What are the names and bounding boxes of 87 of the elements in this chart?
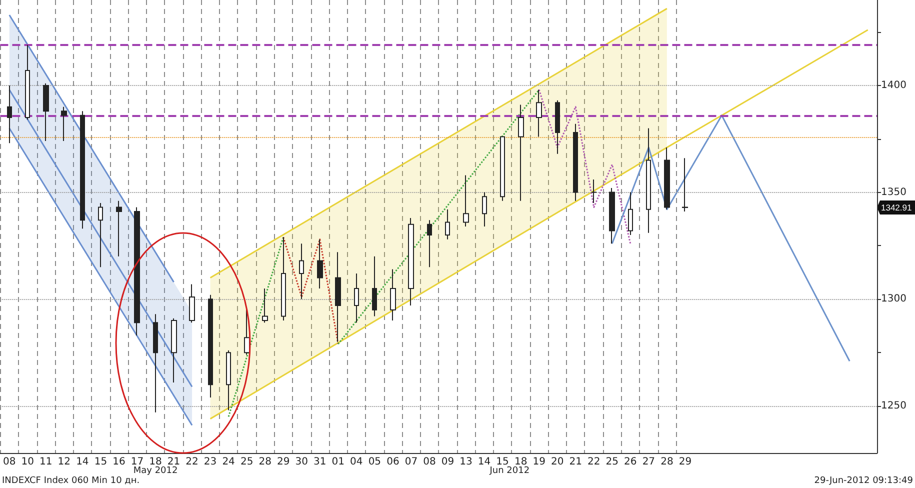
line-series [538,88,632,244]
text: May 2012 [133,466,178,476]
x-tick-label: 30 [295,456,308,468]
x-tick-label: 08 [423,456,436,468]
candlestick [354,273,359,324]
x-tick-label: 11 [40,456,52,468]
candlestick [408,217,414,306]
line-series [611,114,850,362]
x-tick-label: 14 [76,456,89,468]
candlestick [7,84,12,144]
candlestick [445,208,450,240]
x-tick-label: 28 [258,456,272,468]
x-tick-label: 16 [112,456,126,468]
x-tick-label: 13 [460,456,472,468]
y-tick-label: 1300 [881,294,906,305]
x-tick-label: 18 [149,456,162,468]
x-tick-label: 05 [368,456,382,468]
candlestick [262,288,268,324]
candlestick [317,238,323,289]
candlestick [116,200,122,257]
x-tick-label: 21 [569,456,582,468]
candlestick [518,104,524,202]
candlestick [208,294,213,398]
x-tick-label: 12 [58,456,71,468]
candlestick [189,284,195,324]
candlestick [335,252,341,342]
x-tick-label: 20 [550,456,564,468]
x-tick-label: 25 [606,456,619,468]
y-tick-label: 1350 [881,186,906,198]
candlestick [682,158,688,212]
x-tick-label: 29 [276,456,290,468]
candlestick [646,128,651,234]
x-tick-label: 09 [441,456,454,468]
x-tick-label: 31 [314,456,326,468]
x-tick-label: 10 [21,456,34,468]
x-tick-label: 06 [386,456,400,468]
text: INDEXCF Index 060 Min 10 дн. [2,476,140,486]
x-tick-label: 26 [624,456,637,468]
candlestick [628,192,633,236]
x-tick-label: 25 [240,456,254,468]
x-tick-label: 27 [642,456,656,468]
candlestick [134,206,140,336]
x-tick-label: 04 [350,456,363,468]
x-tick-label: 28 [660,456,674,468]
candlestick [427,220,432,268]
x-tick-label: 24 [222,456,235,468]
candlestick [390,268,396,322]
x-tick-label: 15 [496,456,509,468]
x-tick-label: 22 [186,456,198,468]
x-tick-label: 21 [167,456,180,468]
candlestick [536,89,542,138]
candlestick [153,314,158,413]
x-tick-label: 15 [94,456,108,468]
candlestick [299,243,304,300]
candlestick [591,178,597,204]
candlestick [80,110,85,230]
x-tick-label: 01 [332,456,345,468]
candlestick [372,256,377,317]
y-tick-label: 1250 [881,400,906,412]
x-tick-label: 08 [2,456,16,468]
candlestick [500,136,505,202]
candlestick [664,146,670,210]
candlestick [98,202,103,268]
candlestick [43,82,49,142]
x-tick-label: 22 [588,456,600,468]
candlestick [171,318,177,383]
candlestick [61,106,67,142]
x-tick-label: 23 [204,456,217,468]
y-tick-label: 1400 [881,80,906,91]
x-tick-label: 07 [404,456,418,468]
candlestick [573,123,578,202]
x-tick-label: 17 [130,456,144,468]
line-series [282,236,339,345]
text: 1342.91 [881,202,912,212]
candlestick [25,44,30,120]
x-tick-label: 14 [478,456,491,468]
candlestick [226,350,231,411]
candlestick [482,192,487,227]
candlestick [555,100,560,154]
text: 29-Jun-2012 09:13:49 [814,476,914,486]
x-tick-label: 19 [532,456,546,468]
x-tick-label: 18 [514,456,528,468]
x-tick-label: 29 [678,456,692,468]
text: Jun 2012 [488,466,530,476]
candlestick [609,188,615,244]
candlestick [463,174,469,227]
candlestick [281,236,286,322]
